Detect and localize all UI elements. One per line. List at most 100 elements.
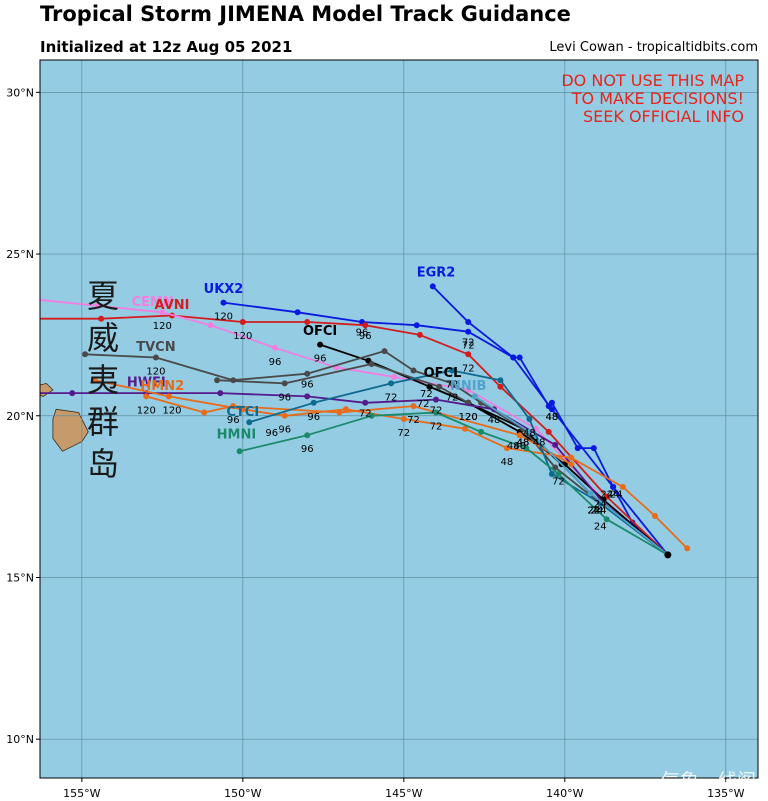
hour-label-nnib-0: 48 [507, 441, 520, 452]
track-point-hmn2-b-3 [336, 409, 343, 416]
track-point-ctci-6 [388, 380, 394, 387]
track-point-ukx2-7 [294, 309, 301, 316]
hour-label-cemn-1: 120 [153, 321, 172, 332]
model-label-ofci: OFCI [303, 324, 337, 339]
track-point-tvcn-b-3 [281, 380, 288, 387]
hour-label-hwfi-2: 72 [430, 405, 443, 416]
track-point-cemn-4 [391, 374, 398, 380]
hour-label-hmn2-b-0: 72 [552, 477, 565, 488]
y-tick-label-4: 30°N [6, 86, 34, 99]
track-point-hmn2-5 [462, 425, 468, 432]
track-point-hmn2-10 [165, 393, 172, 400]
warning-line-2: TO MAKE DECISIONS! [571, 89, 744, 108]
y-tick-label-0: 10°N [6, 733, 34, 746]
track-point-cemn-7 [207, 322, 214, 329]
hour-label-ofcl-3: 72 [417, 399, 430, 410]
hour-label-ctci-1: 48 [523, 428, 536, 439]
hour-label-avni-0: 24 [594, 499, 607, 510]
hour-label-egr2-0: 24 [607, 489, 620, 500]
track-point-ukx2-1 [610, 483, 617, 490]
track-point-hwfi-7 [217, 390, 224, 397]
hour-label-tvcn-2: 72 [446, 392, 459, 403]
hour-label-avni-3: 96 [359, 331, 372, 342]
hour-label-ofci-2: 120 [459, 412, 478, 423]
track-point-hmni-7 [304, 432, 311, 439]
track-point-cemn-9 [95, 302, 101, 309]
warning-line-1: DO NOT USE THIS MAP [561, 71, 744, 90]
warning-line-3: SEEK OFFICIAL INFO [583, 107, 744, 126]
model-label-hmni: HMNI [217, 427, 257, 442]
track-point-hwfi-5 [362, 399, 369, 406]
hour-label-tvcn-4: 120 [146, 367, 165, 378]
track-point-tvcn-2 [552, 464, 559, 471]
plot-frame [39, 59, 759, 779]
track-point-hmn2-11 [91, 377, 98, 384]
track-point-hmn2-4 [503, 445, 510, 452]
track-point-tvcn-7 [381, 348, 388, 355]
overlay-layer: DO NOT USE THIS MAP TO MAKE DECISIONS! S… [87, 71, 744, 483]
hour-label-avni-2: 72 [462, 363, 475, 374]
hour-label-hmni-0: 24 [594, 522, 607, 533]
track-point-ofcl-5 [426, 383, 433, 390]
hour-label-ofci-3: 72 [420, 389, 433, 400]
hour-label-hmni-2: 96 [301, 444, 314, 455]
track-point-nnib-3 [471, 393, 478, 400]
model-label-nnib: NNIB [450, 379, 487, 394]
model-label-tvcn: TVCN [136, 340, 175, 355]
hour-label-layer: 24 48 72 24 48 72 96 120 24 48 72 96 120 96 120 24 48 120… [137, 312, 623, 533]
model-label-ofcl: OFCL [424, 366, 462, 381]
track-point-hmni-2 [555, 471, 562, 477]
hour-label-ctci-0: 24 [587, 506, 600, 517]
track-point-tvcn-b-4 [214, 377, 221, 384]
hour-label-hwfi-3: 72 [359, 409, 372, 420]
x-tick-label-2: 145°W [385, 787, 422, 800]
hour-label-hmn2-2: 72 [397, 428, 410, 439]
hour-label-egr2-2: 72 [462, 337, 475, 348]
hour-label-ctci-2: 72 [446, 379, 459, 390]
track-point-avni-5 [416, 331, 423, 338]
track-point-egr2-7 [516, 354, 523, 361]
track-point-nnib-2 [526, 428, 533, 435]
track-point-hwfi-6 [304, 393, 311, 400]
model-label-avni: AVNI [155, 298, 190, 313]
hour-label-hmn2-b-1: 72 [407, 415, 420, 426]
hour-label-egr2-1: 48 [546, 412, 559, 423]
track-point-egr2-3 [590, 445, 597, 452]
hour-label-ctci-4: 96 [307, 412, 320, 423]
track-point-tvcn-b-1 [436, 383, 443, 390]
x-tick-label-0: 155°W [63, 787, 100, 800]
track-point-hmni-8 [236, 448, 243, 455]
hour-label-ukx2-1: 48 [546, 412, 559, 423]
model-label-egr2: EGR2 [417, 266, 456, 281]
track-point-hmn2-1 [652, 513, 658, 519]
track-point-hmni-4 [478, 428, 485, 435]
track-point-hmn2-b-0 [568, 461, 575, 468]
model-label-cemn: CEMN [132, 295, 174, 310]
track-point-hmn2-0 [684, 545, 691, 552]
track-point-avni-4 [465, 351, 472, 358]
chart-credit: Levi Cowan - tropicaltidbits.com [549, 40, 758, 55]
hour-label-ctci-3: 72 [385, 392, 398, 403]
hour-label-tvcn-b-0: 96 [278, 392, 291, 403]
chinese-char-5: 岛 [87, 445, 119, 483]
hour-label-hmn2-1: 48 [501, 457, 514, 468]
track-point-hmn2-9 [239, 406, 246, 413]
hour-label-tvcn-3: 96 [301, 379, 314, 390]
hour-label-hmn2-4: 120 [137, 405, 156, 416]
track-point-nnib-1 [587, 490, 594, 497]
track-point-avni-3 [497, 383, 504, 390]
hour-label-hmn2-b-3: 120 [162, 405, 181, 416]
chart-title: Tropical Storm JIMENA Model Track Guidan… [40, 2, 571, 26]
x-tick-label-3: 140°W [546, 787, 583, 800]
track-point-cemn-3 [465, 386, 472, 393]
hour-label-hwfi-1: 48 [488, 415, 501, 426]
track-point-ukx2-8 [220, 299, 227, 306]
hour-label-hmn2-0: 24 [610, 489, 623, 500]
hour-label-ofci-4: 96 [314, 354, 327, 365]
track-point-ctci-3 [526, 416, 533, 422]
x-tick-label-1: 150°W [224, 787, 261, 800]
y-tick-label-3: 25°N [6, 248, 34, 261]
track-point-hwfi-10 [31, 390, 37, 396]
hour-label-ofci-1: 48 [513, 441, 526, 452]
